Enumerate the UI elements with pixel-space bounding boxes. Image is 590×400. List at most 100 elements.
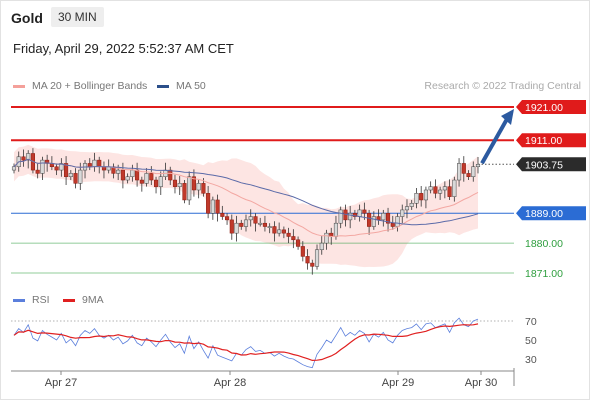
- candle-body: [333, 222, 339, 237]
- candle-body: [428, 186, 433, 191]
- resistance-price-tag: [516, 133, 586, 148]
- candle-body: [210, 199, 215, 214]
- candle-body: [73, 173, 78, 184]
- candle-body: [305, 256, 310, 264]
- candle-body: [409, 203, 414, 207]
- candle-body: [206, 193, 211, 214]
- candle-body: [26, 153, 31, 161]
- candle-body: [139, 179, 144, 184]
- candle-body: [191, 176, 196, 191]
- candle-body: [452, 179, 457, 197]
- candle-body: [376, 216, 381, 221]
- timeframe-badge[interactable]: 30 MIN: [51, 7, 104, 27]
- legend-label-ma50: MA 50: [176, 80, 206, 92]
- ma50-line: [13, 158, 479, 226]
- x-tick-label: Apr 29: [382, 377, 414, 389]
- ma50-swatch: [157, 84, 169, 88]
- bollinger-band: [14, 144, 478, 268]
- candle-body: [281, 229, 286, 234]
- candle-body: [395, 216, 400, 227]
- candle-body: [314, 249, 320, 267]
- rsi-line: [13, 317, 479, 369]
- candle-body: [149, 173, 154, 181]
- candle-body: [300, 246, 305, 257]
- candle-body: [262, 222, 267, 227]
- candle-body: [371, 216, 376, 227]
- candle-body: [296, 239, 301, 247]
- candle-body: [35, 169, 40, 174]
- candle-body: [357, 209, 362, 217]
- candle-body: [78, 169, 83, 184]
- current-level-label: 1903.75: [525, 159, 563, 171]
- x-tick-label: Apr 30: [465, 377, 497, 389]
- rsi-ma9-line: [13, 323, 479, 362]
- candle-body: [433, 186, 438, 194]
- candle-body: [381, 212, 386, 221]
- legend-label-rsi: RSI: [32, 294, 50, 306]
- candle-body: [438, 189, 443, 194]
- legend-label-ma20: MA 20 + Bollinger Bands: [32, 80, 148, 92]
- ma9-swatch: [63, 298, 75, 302]
- candle-body: [215, 199, 220, 214]
- candle-body: [419, 193, 424, 201]
- candle-body: [404, 206, 410, 211]
- target-arrow-shaft: [480, 118, 509, 165]
- legend-label-9ma: 9MA: [82, 294, 104, 306]
- candle-body: [319, 242, 324, 251]
- candle-body: [68, 173, 73, 177]
- candle-body: [234, 222, 239, 234]
- candle-body: [87, 163, 92, 168]
- candle-body: [177, 183, 182, 187]
- candle-body: [64, 163, 69, 177]
- pivot-price-tag: [516, 206, 586, 221]
- candle-body: [225, 216, 230, 221]
- candle-body: [229, 219, 234, 234]
- x-tick-label: Apr 27: [45, 377, 77, 389]
- ma20-swatch: [13, 84, 25, 88]
- legend-item-rsi: RSI: [13, 294, 50, 306]
- candle-body: [172, 179, 178, 187]
- candle-body: [475, 164, 481, 168]
- candle-body: [97, 159, 102, 168]
- rsi-tick-label: 30: [525, 354, 537, 366]
- candle-body: [248, 216, 253, 221]
- candle-body: [135, 169, 140, 181]
- candle-body: [220, 212, 225, 217]
- candle-body: [243, 219, 249, 227]
- current-price-tag: [516, 157, 586, 172]
- candle-body: [423, 189, 428, 201]
- candle-body: [182, 183, 187, 201]
- candle-body: [362, 209, 367, 214]
- candle-body: [286, 232, 291, 237]
- resistance-level-label: 1921.00: [525, 102, 563, 114]
- chart-timestamp: Friday, April 29, 2022 5:52:37 AM CET: [13, 41, 234, 56]
- pivot-level-label: 1889.00: [525, 208, 563, 220]
- candle-body: [324, 232, 329, 244]
- candle-body: [196, 183, 201, 191]
- candle-body: [385, 212, 391, 224]
- target-arrow-head: [501, 109, 514, 125]
- candle-body: [390, 222, 395, 227]
- candle-body: [120, 169, 125, 181]
- candle-body: [130, 169, 135, 177]
- candle-body: [442, 186, 447, 191]
- candle-body: [201, 183, 206, 194]
- candle-body: [59, 163, 64, 171]
- candle-body: [414, 193, 419, 204]
- candle-body: [348, 212, 353, 221]
- candle-body: [92, 159, 97, 168]
- candle-body: [21, 156, 26, 161]
- candle-body: [310, 262, 315, 267]
- instrument-title: Gold: [11, 10, 43, 26]
- candle-body: [367, 212, 372, 227]
- candle-body: [471, 166, 476, 177]
- candle-body: [168, 169, 173, 181]
- candle-body: [457, 163, 462, 181]
- chart-credit: Research © 2022 Trading Central: [424, 80, 581, 92]
- candle-body: [11, 166, 17, 171]
- rsi-tick-label: 70: [525, 316, 537, 328]
- candle-body: [272, 226, 277, 234]
- candle-body: [239, 222, 244, 227]
- rsi-tick-label: 50: [525, 335, 537, 347]
